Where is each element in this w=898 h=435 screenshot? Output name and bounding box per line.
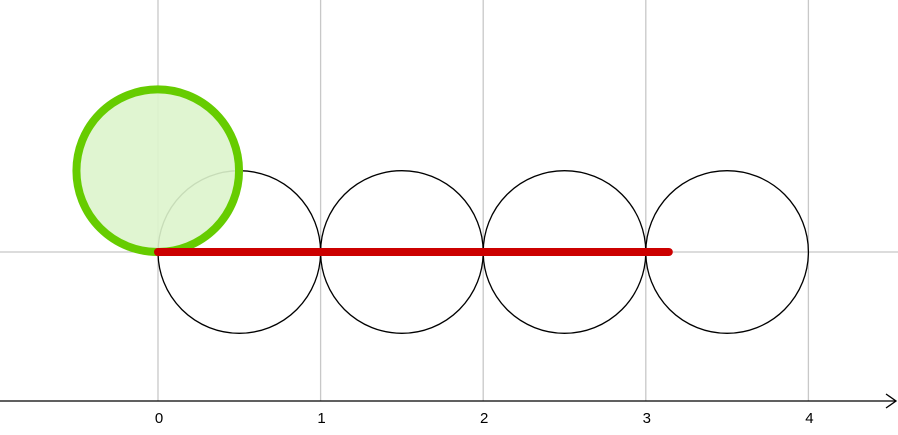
x-axis (0, 393, 898, 409)
grid-lines (157, 0, 810, 401)
tick-label-2: 2 (480, 410, 488, 427)
tick-labels: 0 1 2 3 4 (155, 410, 814, 427)
tick-label-0: 0 (155, 410, 163, 427)
rolling-circle (72, 85, 244, 257)
rolling-circle-group (72, 85, 244, 257)
tick-label-4: 4 (805, 410, 813, 427)
tick-label-1: 1 (317, 410, 325, 427)
tick-label-3: 3 (643, 410, 651, 427)
x-axis-arrowhead (885, 393, 898, 409)
